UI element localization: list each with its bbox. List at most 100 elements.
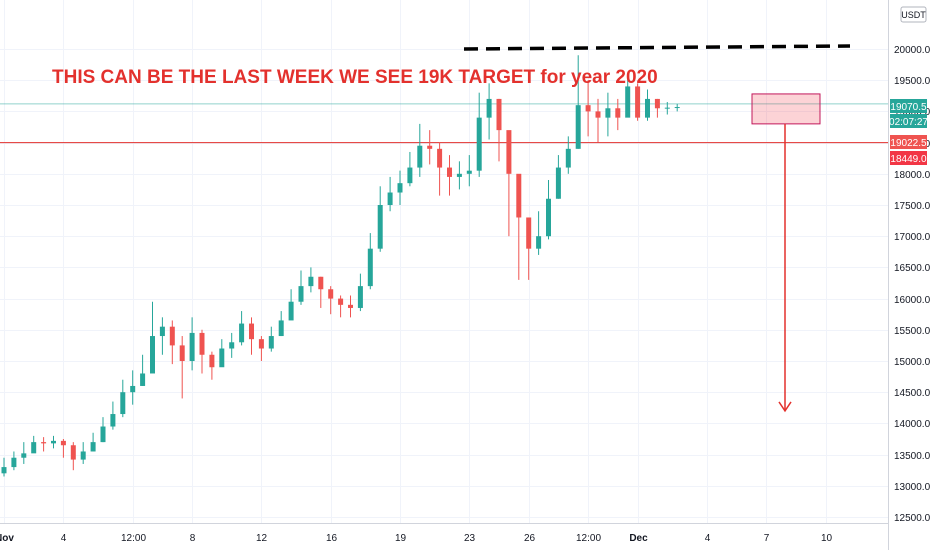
candle-body [51,440,56,444]
countdown-text: 02:07:27 [889,117,928,128]
candle-body [546,198,551,237]
x-axis-tick-labels: Nov 4 12:00 8 12 16 19 23 26 12:00 Dec 4 7 10 [0,533,832,544]
x-tick-label: 19 [395,533,407,544]
y-tick-label: 17500.0 [894,201,931,212]
currency-label: USDT [901,10,926,20]
y-tick-label: 12500.0 [894,513,931,524]
candle-body [199,332,205,355]
candle-body [120,392,126,415]
candle-body [387,192,393,205]
candle-body [437,148,443,168]
y-tick-label: 13500.0 [894,451,931,462]
candle-body [674,107,680,109]
candle-body [397,183,403,193]
countdown-tag [890,114,927,128]
candle-body [219,348,225,368]
candle-body [625,86,631,118]
candle-body [229,342,235,349]
candle-body [308,276,314,287]
candle-body [456,173,462,177]
candle-body [526,217,532,249]
currency-badge[interactable]: USDT [900,6,927,23]
axes [0,0,889,550]
candle-body [516,173,522,218]
x-tick-label: 10 [821,533,833,544]
current-price-tag [890,99,927,113]
currency-badge-frame [900,6,927,23]
candle-body [575,105,581,149]
candle-body [466,170,472,174]
level-a-tag [890,135,927,149]
candle-body [21,453,27,458]
candle-body [31,442,37,454]
candle-body [585,105,591,112]
level-a-text: 19022.5 [890,138,927,149]
horizontal-levels [0,103,888,144]
candle-body [209,354,215,368]
x-tick-label: Nov [0,533,14,544]
candle-body [565,148,571,168]
candle-body [278,320,284,337]
candle-body [417,145,423,168]
candle-body [298,286,304,302]
candle-body [357,286,363,308]
candle-body [249,323,254,340]
x-tick-label: 7 [764,533,770,544]
candle-body [189,332,195,361]
level-b-tag [890,151,927,165]
candle-body [486,98,492,118]
y-tick-label: 15000.0 [894,357,931,368]
y-tick-label: 20000.0 [894,45,931,56]
x-tick-label: 16 [326,533,338,544]
candle-body [664,107,670,109]
candle-body [654,98,660,109]
x-tick-label: 23 [464,533,476,544]
y-tick-label: 19500.0 [894,76,931,87]
y-tick-label: 18000.0 [894,170,931,181]
candle-body [140,373,146,386]
candle-body [268,336,274,349]
candle-body [338,298,344,305]
candle-body [605,108,611,118]
candle-body [348,304,353,308]
target-zone-box [751,93,821,125]
candle-body [110,414,116,427]
candle-body [506,130,512,174]
candle-body [377,205,383,249]
candle-body [239,323,245,343]
candle-body [11,457,17,468]
candle-body [258,339,264,349]
x-tick-label: 12 [256,533,268,544]
y-tick-label: 17000.0 [894,232,931,243]
candle-body [635,86,641,118]
y-tick-label: 16000.0 [894,295,931,306]
y-tick-label: 14000.0 [894,419,931,430]
down-arrow-head [778,401,792,413]
candle-body [555,167,561,199]
candle-body [447,167,452,177]
candle-body [1,467,7,474]
candle-body [615,108,621,118]
candle-body [476,117,482,171]
headline-annotation: THIS CAN BE THE LAST WEEK WE SEE 19K TAR… [52,67,658,88]
candle-body [41,442,47,444]
x-tick-label: 4 [705,533,711,544]
x-tick-label: 12:00 [576,533,601,544]
candle-body [367,248,373,287]
current-price-text: 19070.5 [890,102,927,113]
candle-body [288,301,294,321]
candle-body [179,345,185,361]
candle-body [70,445,76,460]
candle-body [536,236,542,249]
candle-body [427,145,433,149]
candle-body [80,451,86,460]
candle-body [130,385,136,393]
resistance-dashed-line [463,44,851,51]
candle-body [159,326,165,337]
level-b-text: 18449.0 [890,154,927,165]
x-tick-label: 26 [524,533,536,544]
x-tick-label: Dec [629,533,648,544]
grid [0,0,888,523]
price-tags: 19070.5 02:07:27 19022.5 18449.0 [889,99,928,165]
